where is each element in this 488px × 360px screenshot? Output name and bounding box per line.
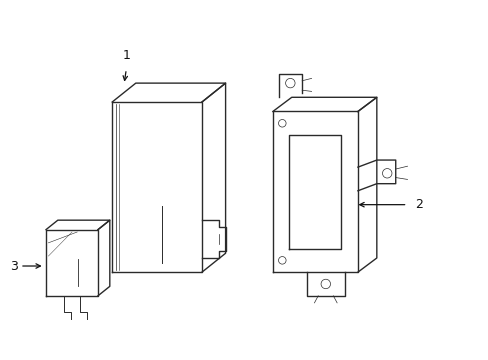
Text: 1: 1 [122,49,130,62]
Text: 3: 3 [10,260,18,273]
Text: 2: 2 [414,198,422,211]
